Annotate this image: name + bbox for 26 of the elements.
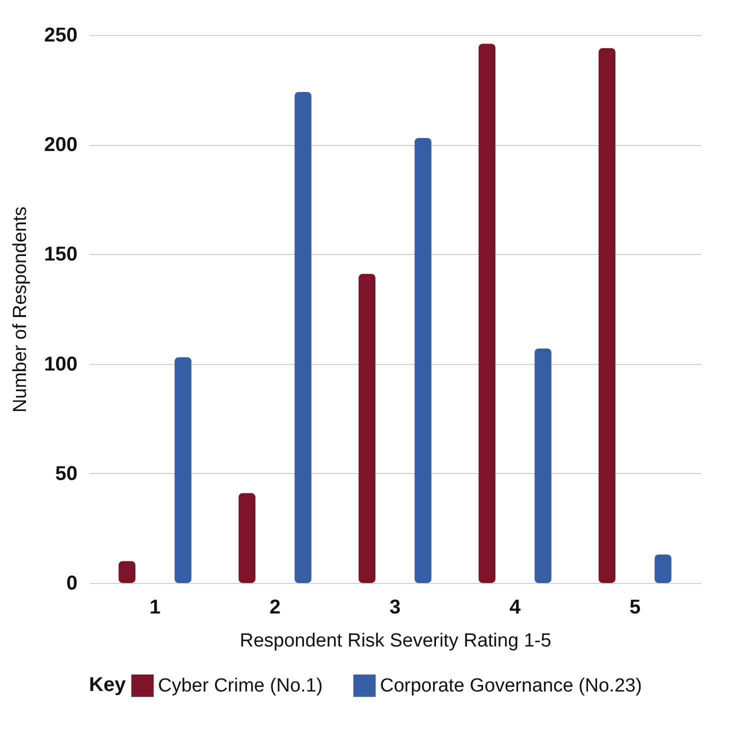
legend-title: Key	[89, 674, 127, 696]
x-tick-label: 5	[629, 596, 641, 618]
y-tick-label: 250	[44, 24, 78, 46]
bar	[118, 561, 136, 583]
bar	[174, 357, 192, 583]
x-tick-label: 2	[269, 596, 281, 618]
bar	[414, 138, 432, 583]
bar	[598, 48, 616, 583]
bar	[238, 493, 256, 583]
y-tick-label: 100	[44, 353, 78, 376]
legend-label: Cyber Crime (No.1)	[158, 676, 323, 697]
legend-label: Corporate Governance (No.23)	[380, 676, 642, 697]
y-tick-label: 150	[44, 244, 78, 266]
bar	[478, 44, 496, 583]
y-axis-title: Number of Respondents	[10, 206, 32, 412]
bar	[654, 554, 672, 583]
x-tick-label: 1	[149, 596, 161, 618]
y-tick-label: 0	[66, 572, 78, 594]
y-tick-label: 200	[44, 134, 78, 156]
bar	[358, 274, 376, 583]
bar	[294, 92, 312, 583]
bar	[534, 348, 552, 583]
y-tick-label: 50	[55, 462, 78, 485]
x-tick-label: 3	[389, 596, 401, 618]
x-tick-label: 4	[509, 596, 522, 618]
x-axis-title: Respondent Risk Severity Rating 1-5	[240, 630, 552, 652]
